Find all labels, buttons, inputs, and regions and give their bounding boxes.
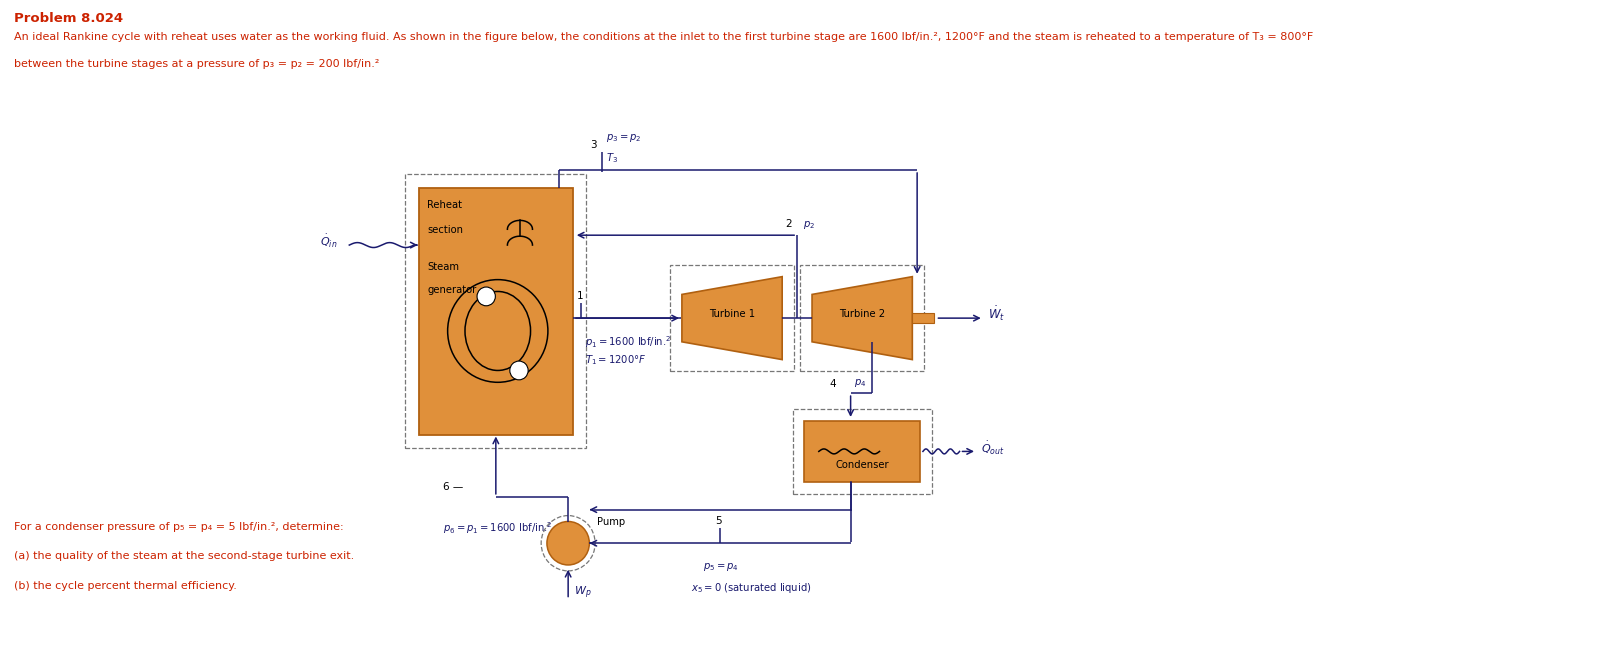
Text: For a condenser pressure of p₅ = p₄ = 5 lbf/in.², determine:: For a condenser pressure of p₅ = p₄ = 5 … (15, 522, 344, 531)
Circle shape (547, 522, 589, 565)
Text: $p_5 = p_4$: $p_5 = p_4$ (702, 561, 738, 573)
Text: $\dot{Q}_{out}$: $\dot{Q}_{out}$ (981, 440, 1004, 457)
Text: (b) the cycle percent thermal efficiency.: (b) the cycle percent thermal efficiency… (15, 581, 237, 591)
Text: Condenser: Condenser (835, 461, 889, 470)
Text: (a) the quality of the steam at the second-stage turbine exit.: (a) the quality of the steam at the seco… (15, 551, 354, 561)
Text: 4: 4 (829, 379, 835, 389)
Text: section: section (427, 225, 464, 236)
Bar (793, 409, 931, 494)
Text: $p_6 = p_1 = 1600$ lbf/in.$^2$: $p_6 = p_1 = 1600$ lbf/in.$^2$ (443, 520, 553, 537)
Circle shape (477, 287, 495, 306)
Text: $T_1 = 1200°F$: $T_1 = 1200°F$ (586, 354, 647, 367)
Text: $p_3 = p_2$: $p_3 = p_2$ (605, 133, 641, 144)
Bar (805, 420, 920, 482)
Text: between the turbine stages at a pressure of p₃ = p₂ = 200 lbf/in.²: between the turbine stages at a pressure… (15, 60, 380, 70)
Text: $W_p$: $W_p$ (574, 584, 592, 601)
Text: $T_3$: $T_3$ (605, 152, 618, 165)
Text: generator: generator (427, 285, 477, 295)
Bar (912, 313, 934, 323)
Text: 3: 3 (590, 140, 597, 150)
Text: An ideal Rankine cycle with reheat uses water as the working fluid. As shown in : An ideal Rankine cycle with reheat uses … (15, 31, 1314, 42)
Text: Problem 8.024: Problem 8.024 (15, 12, 123, 25)
Text: 5: 5 (715, 516, 722, 527)
Text: $p_2$: $p_2$ (803, 219, 814, 232)
Text: 1: 1 (577, 291, 584, 301)
Text: Reheat: Reheat (427, 199, 462, 210)
Bar (406, 174, 587, 449)
Bar (670, 265, 793, 371)
Text: 6 —: 6 — (443, 482, 462, 492)
Text: Turbine 1: Turbine 1 (709, 309, 756, 319)
Text: Steam: Steam (427, 262, 459, 272)
Bar (418, 188, 573, 435)
Text: $\dot{Q}_{in}$: $\dot{Q}_{in}$ (321, 233, 337, 250)
Text: $\dot{W}_t$: $\dot{W}_t$ (988, 305, 1006, 323)
Text: $x_5 = 0$ (saturated liquid): $x_5 = 0$ (saturated liquid) (691, 581, 811, 595)
Bar (801, 265, 925, 371)
Text: 2: 2 (785, 219, 792, 229)
Text: Turbine 2: Turbine 2 (839, 309, 886, 319)
Circle shape (509, 361, 529, 380)
Text: $p_4$: $p_4$ (855, 377, 866, 389)
Polygon shape (813, 277, 912, 359)
Text: $p_1 = 1600$ lbf/in.$^2$: $p_1 = 1600$ lbf/in.$^2$ (586, 334, 672, 350)
Polygon shape (681, 277, 782, 359)
Text: Pump: Pump (597, 516, 624, 527)
